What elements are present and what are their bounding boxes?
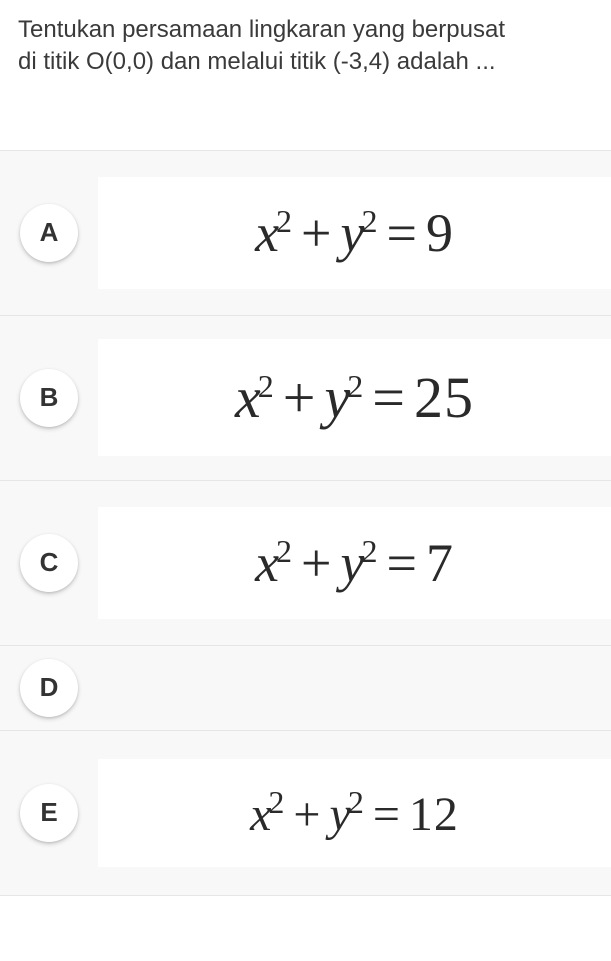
option-row-e[interactable]: Ex2+y2=12 xyxy=(0,731,611,896)
equation-b: x2+y2=25 xyxy=(235,364,474,431)
option-row-c[interactable]: Cx2+y2=7 xyxy=(0,481,611,646)
option-content-c: x2+y2=7 xyxy=(98,507,611,619)
option-row-b[interactable]: Bx2+y2=25 xyxy=(0,316,611,481)
option-row-a[interactable]: Ax2+y2=9 xyxy=(0,151,611,316)
option-badge-b[interactable]: B xyxy=(20,369,78,427)
equation-e: x2+y2=12 xyxy=(250,784,459,842)
option-row-d[interactable]: D xyxy=(0,646,611,731)
options-container: Ax2+y2=9Bx2+y2=25Cx2+y2=7DEx2+y2=12 xyxy=(0,151,611,896)
option-content-e: x2+y2=12 xyxy=(98,759,611,867)
equation-a: x2+y2=9 xyxy=(255,202,454,264)
spacer xyxy=(0,91,611,151)
option-badge-d[interactable]: D xyxy=(20,659,78,717)
question-text: Tentukan persamaan lingkaran yang berpus… xyxy=(0,0,611,91)
option-badge-a[interactable]: A xyxy=(20,204,78,262)
option-badge-e[interactable]: E xyxy=(20,784,78,842)
option-content-b: x2+y2=25 xyxy=(98,339,611,456)
equation-c: x2+y2=7 xyxy=(255,532,454,594)
option-content-d xyxy=(98,663,611,713)
question-line-1: Tentukan persamaan lingkaran yang berpus… xyxy=(18,16,505,43)
question-line-2: di titik O(0,0) dan melalui titik (-3,4)… xyxy=(18,48,496,75)
option-badge-c[interactable]: C xyxy=(20,534,78,592)
option-content-a: x2+y2=9 xyxy=(98,177,611,289)
